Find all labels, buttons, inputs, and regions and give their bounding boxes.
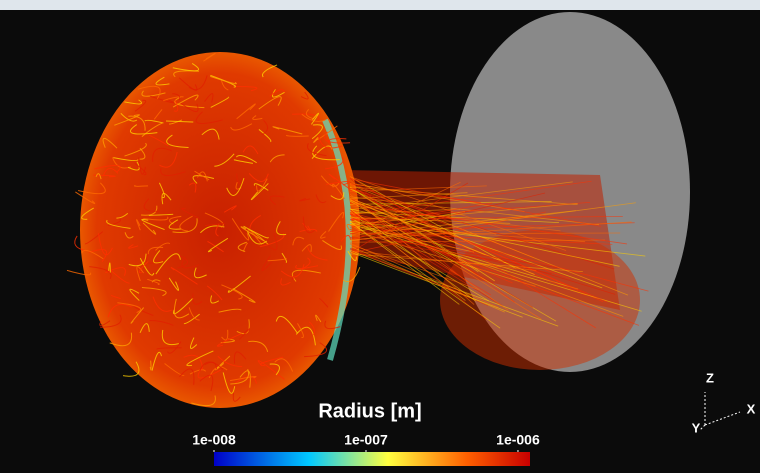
top-bar bbox=[0, 0, 760, 10]
colorbar bbox=[214, 452, 530, 466]
colorbar-title: Radius [m] bbox=[318, 400, 421, 422]
colorbar-tick-label: 1e-006 bbox=[496, 432, 540, 448]
visualization: Radius [m] Z Y X 1e-008 1e-007 1e-006 bbox=[0, 0, 760, 473]
x-label: X bbox=[747, 401, 756, 416]
y-label: Y bbox=[692, 420, 701, 435]
particle-blob bbox=[80, 52, 360, 408]
colorbar-tick-label: 1e-007 bbox=[344, 432, 388, 448]
colorbar-tick-label: 1e-008 bbox=[192, 432, 236, 448]
z-label: Z bbox=[706, 370, 714, 385]
